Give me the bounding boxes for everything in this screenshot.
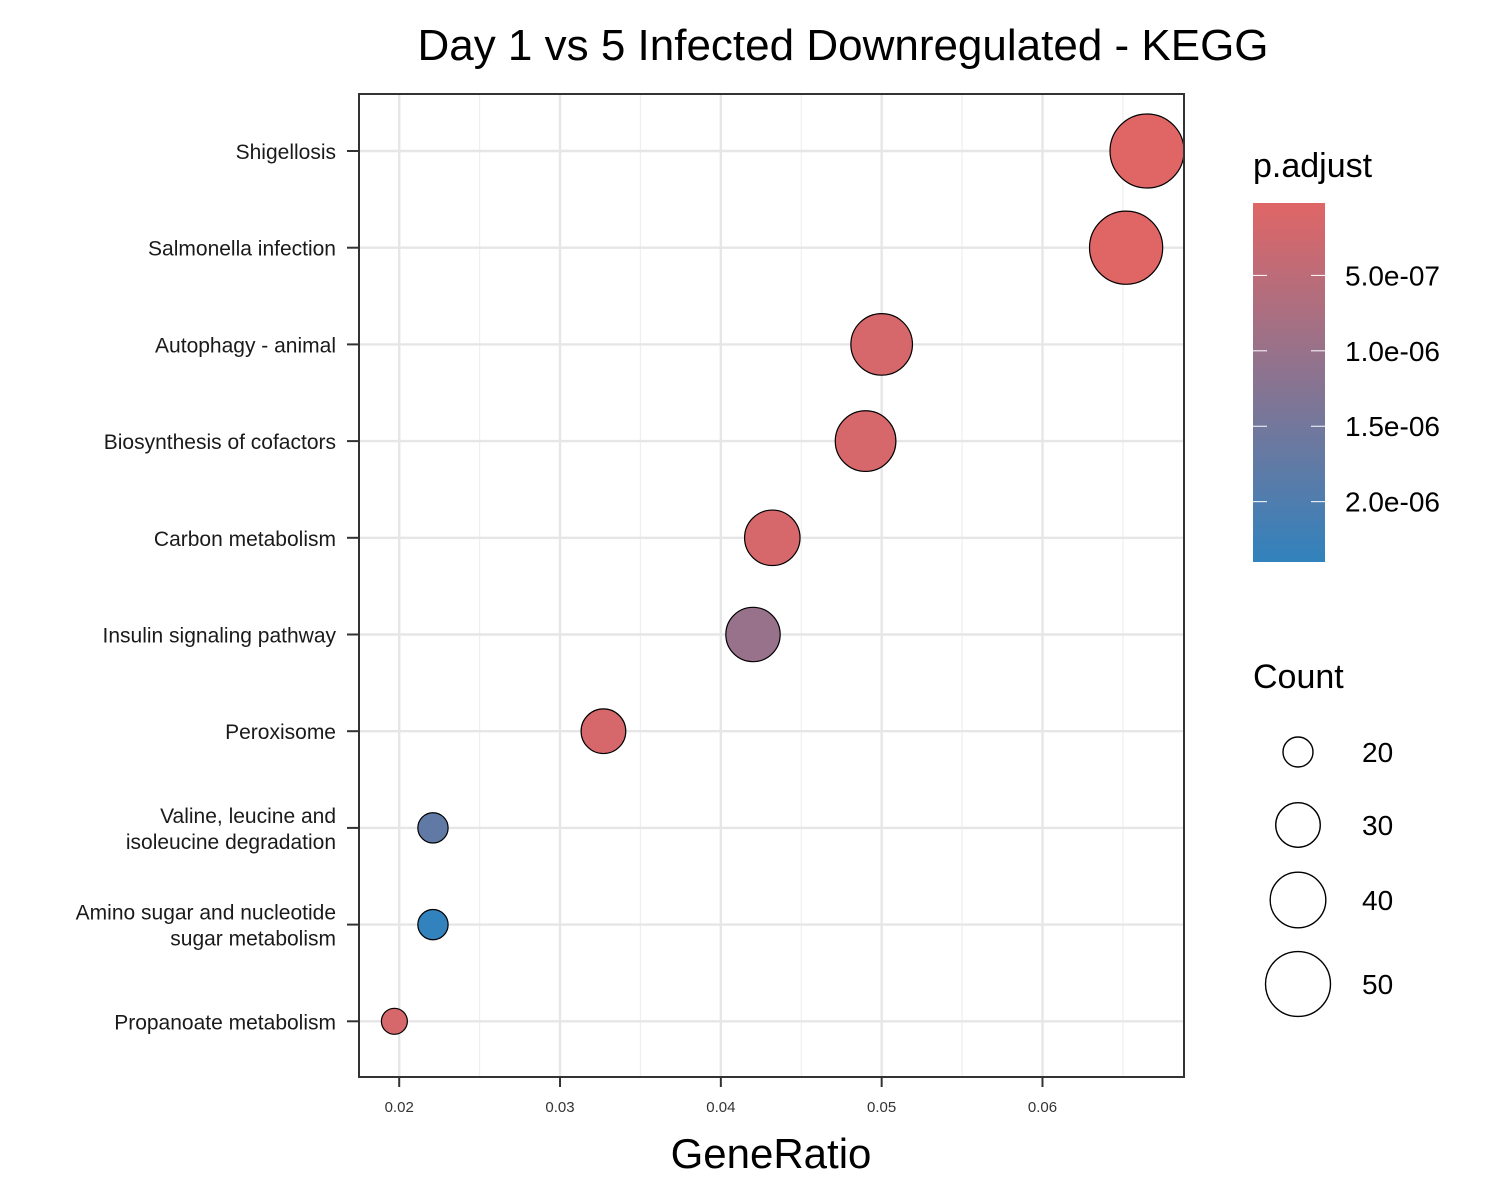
y-tick-label: Carbon metabolism xyxy=(154,528,336,551)
y-tick-label-line: isoleucine degradation xyxy=(126,831,336,854)
y-tick-label: Biosynthesis of cofactors xyxy=(104,431,336,454)
legend-p-adjust-label: 5.0e-07 xyxy=(1345,260,1440,291)
y-tick-label-line: Biosynthesis of cofactors xyxy=(104,431,336,454)
y-tick-label: Insulin signaling pathway xyxy=(103,625,337,648)
legend-count-key xyxy=(1264,950,1332,1018)
y-tick-label-line: Autophagy - animal xyxy=(155,334,336,357)
x-tick-label: 0.02 xyxy=(385,1099,414,1116)
y-tick-label-line: Carbon metabolism xyxy=(154,528,336,551)
legend-count-key xyxy=(1282,736,1314,768)
legend-count-key xyxy=(1269,871,1327,929)
y-tick-label: Valine, leucine and isoleucine degradatio… xyxy=(126,805,336,854)
y-tick-label-line: Propanoate metabolism xyxy=(114,1011,336,1034)
legend-count-title: Count xyxy=(1253,658,1344,696)
y-tick-label-line: Insulin signaling pathway xyxy=(103,625,337,648)
plot-border xyxy=(358,93,1185,1078)
x-tick-label: 0.04 xyxy=(706,1099,735,1116)
point-salmonella-infection xyxy=(1088,210,1164,285)
x-tick-label: 0.03 xyxy=(545,1099,574,1116)
legend-p-adjust-label: 2.0e-06 xyxy=(1345,487,1440,518)
legend-p-adjust-colorbar xyxy=(1253,203,1325,562)
plot-background xyxy=(359,94,1184,1077)
legend-p-adjust-title: p.adjust xyxy=(1253,147,1373,185)
y-tick-label-line: Amino sugar and nucleotide xyxy=(76,902,336,925)
plot-panel xyxy=(358,93,1185,1078)
y-axis: Shigellosis Salmonella infection Autophagy… xyxy=(76,141,359,1034)
point-peroxisome xyxy=(580,708,627,755)
legend-p-adjust-label: 1.5e-06 xyxy=(1345,411,1440,442)
point-amino-sugar-and-nucleotide-sugar-metabolism xyxy=(417,908,449,941)
y-tick-label: Amino sugar and nucleotide sugar metaboli… xyxy=(76,902,336,951)
point-shigellosis xyxy=(1109,113,1185,189)
point-propanoate-metabolism xyxy=(380,1007,408,1035)
legend-count: Count 20 30 40 50 xyxy=(1253,658,1393,1018)
legend-count-label: 20 xyxy=(1362,737,1393,768)
point-valine-leucine-and-isoleucine-degradation xyxy=(417,812,449,844)
point-biosynthesis-of-cofactors xyxy=(834,410,897,473)
chart-title: Day 1 vs 5 Infected Downregulated - KEGG xyxy=(417,21,1268,70)
legend-count-label: 50 xyxy=(1362,969,1393,1000)
y-tick-label-line: Salmonella infection xyxy=(148,238,336,261)
y-tick-label-line: sugar metabolism xyxy=(170,928,336,951)
y-tick-label: Shigellosis xyxy=(236,141,336,164)
y-tick-label-line: Valine, leucine and xyxy=(160,805,336,828)
y-tick-label: Peroxisome xyxy=(225,721,336,744)
point-insulin-signaling-pathway xyxy=(725,606,781,663)
legend-p-adjust-label: 1.0e-06 xyxy=(1345,336,1440,367)
point-carbon-metabolism xyxy=(743,509,801,567)
y-tick-label: Salmonella infection xyxy=(148,238,336,261)
legend-count-key xyxy=(1275,802,1321,848)
legend-count-label: 30 xyxy=(1362,810,1393,841)
y-tick-label-line: Shigellosis xyxy=(236,141,336,164)
y-tick-label-line: Peroxisome xyxy=(225,721,336,744)
x-axis-title: GeneRatio xyxy=(671,1130,872,1177)
x-tick-label: 0.06 xyxy=(1028,1099,1057,1116)
x-axis: 0.02 0.03 0.04 0.05 0.06 xyxy=(385,1077,1057,1116)
y-tick-label: Autophagy - animal xyxy=(155,334,336,357)
point-autophagy-animal xyxy=(850,312,914,376)
legend-p-adjust: p.adjust 5.0e-07 1.0e-06 1.5e-06 2.0e-06 xyxy=(1253,147,1440,562)
y-tick-label: Propanoate metabolism xyxy=(114,1011,336,1034)
legend-count-label: 40 xyxy=(1362,885,1393,916)
x-tick-label: 0.05 xyxy=(867,1099,896,1116)
